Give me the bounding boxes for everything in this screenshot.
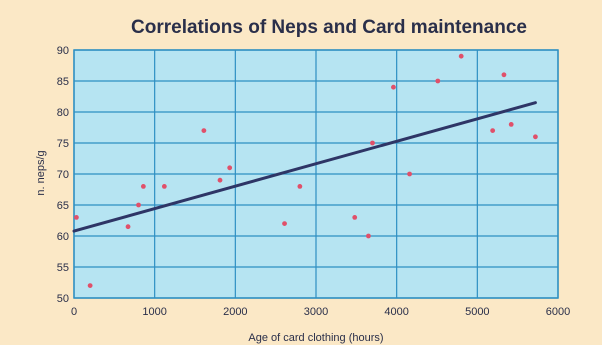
data-point bbox=[366, 233, 371, 239]
data-point bbox=[407, 171, 412, 177]
y-tick-label: 90 bbox=[57, 45, 69, 57]
y-tick-label: 75 bbox=[57, 138, 69, 150]
y-axis-label: n. neps/g bbox=[35, 150, 47, 195]
x-tick-label: 2000 bbox=[223, 306, 247, 318]
data-point bbox=[501, 72, 507, 78]
x-tick-label: 6000 bbox=[546, 306, 570, 318]
x-tick-label: 0 bbox=[71, 306, 77, 318]
data-point bbox=[227, 165, 233, 171]
data-point bbox=[508, 122, 514, 127]
data-point bbox=[87, 283, 93, 288]
y-tick-label: 70 bbox=[57, 169, 69, 181]
x-tick-label: 3000 bbox=[304, 306, 328, 318]
data-point bbox=[125, 224, 131, 230]
plot-border bbox=[73, 49, 559, 299]
y-tick-label: 50 bbox=[57, 293, 69, 305]
data-point bbox=[282, 221, 287, 227]
trend-line bbox=[72, 101, 537, 233]
plot-area bbox=[72, 49, 559, 299]
y-tick-label: 55 bbox=[57, 262, 69, 274]
data-point bbox=[297, 184, 303, 189]
x-axis-label: Age of card clothing (hours) bbox=[248, 332, 383, 344]
data-point bbox=[140, 184, 146, 189]
y-tick-label: 85 bbox=[57, 76, 69, 88]
x-tick-label: 4000 bbox=[384, 306, 408, 318]
data-point bbox=[74, 215, 79, 220]
data-point bbox=[161, 184, 167, 189]
data-point bbox=[391, 84, 396, 90]
data-point bbox=[217, 177, 223, 183]
y-tick-label: 65 bbox=[57, 200, 69, 212]
axes: 50 55 60 65 70 75 80 85 90 0 1000 2000 3000 4000 5000 6… bbox=[57, 45, 570, 318]
data-point bbox=[490, 128, 496, 134]
chart-title: Correlations of Neps and Card maintenanc… bbox=[131, 17, 527, 38]
y-tick-label: 60 bbox=[57, 231, 69, 243]
y-tick-label: 80 bbox=[57, 107, 69, 119]
data-point bbox=[201, 128, 207, 134]
data-point bbox=[352, 215, 358, 220]
x-tick-label: 5000 bbox=[465, 306, 489, 318]
data-point bbox=[136, 202, 141, 208]
data-point bbox=[458, 53, 464, 59]
x-tick-label: 1000 bbox=[142, 306, 166, 318]
data-point bbox=[533, 134, 538, 140]
data-point bbox=[370, 140, 375, 146]
data-point bbox=[435, 78, 441, 84]
